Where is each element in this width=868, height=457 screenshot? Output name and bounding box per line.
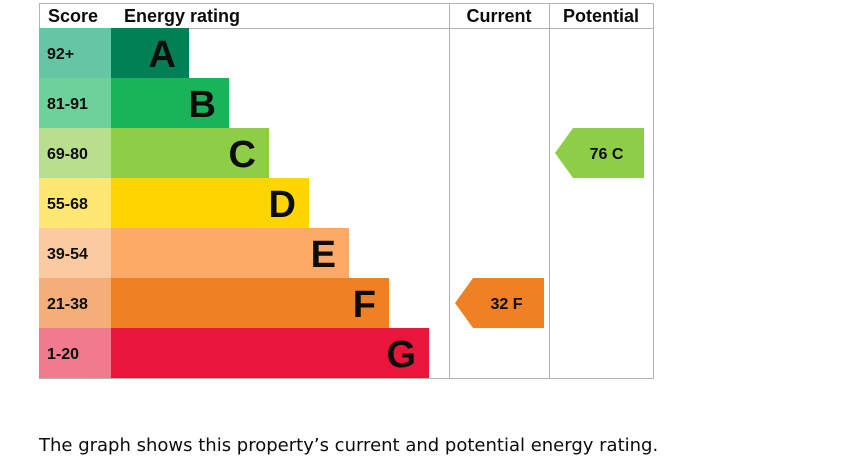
rating-bar-d [111,178,309,228]
score-cell-g [39,328,111,378]
score-cell-d [39,178,111,228]
rating-letter-a: A [149,34,176,76]
rating-letter-g: G [386,334,416,376]
rating-letter-c: C [229,134,256,176]
rating-bar-g [111,328,429,378]
rating-bar-f [111,278,389,328]
header-current: Current [466,6,531,26]
chart-caption: The graph shows this property’s current … [39,435,659,456]
potential-rating-arrow [555,128,644,178]
rating-letter-e: E [311,234,336,276]
score-cell-c [39,128,111,178]
rating-letter-b: B [189,84,216,126]
score-range-b: 81-91 [47,96,88,113]
current-rating-label: 32 F [490,296,522,313]
score-cell-a [39,28,111,78]
rating-bar-e [111,228,349,278]
score-cell-e [39,228,111,278]
score-cell-b [39,78,111,128]
score-range-d: 55-68 [47,196,88,213]
current-rating-arrow [455,278,544,328]
rating-bar-c [111,128,269,178]
score-range-e: 39-54 [47,246,88,263]
rating-bar-b [111,78,229,128]
score-range-g: 1-20 [47,346,79,363]
header-energy-rating: Energy rating [124,6,240,26]
rating-letter-f: F [353,284,376,326]
score-cell-f [39,278,111,328]
epc-chart: Score Energy rating Current Potential 92+ A 81… [39,3,654,379]
score-range-f: 21-38 [47,296,88,313]
potential-rating-label: 76 C [590,146,624,163]
rating-bar-a [111,28,189,78]
header-potential: Potential [563,6,639,26]
rating-letter-d: D [269,184,296,226]
score-range-a: 92+ [47,46,74,63]
header-score: Score [48,6,98,26]
score-range-c: 69-80 [47,146,88,163]
